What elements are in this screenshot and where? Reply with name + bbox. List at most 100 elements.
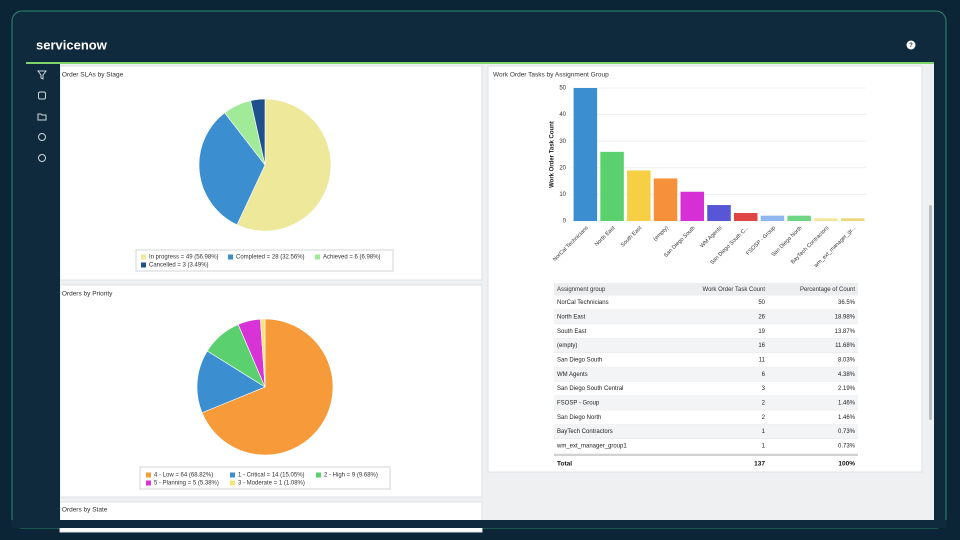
table-cell: 1 — [762, 429, 766, 435]
header-accent — [26, 62, 934, 64]
table-cell: 0.73% — [838, 429, 856, 435]
y-tick-label: 0 — [563, 219, 567, 225]
table-cell: 11 — [759, 357, 766, 363]
table-cell: 2 — [762, 401, 766, 407]
table-cell: 1.46% — [838, 401, 856, 407]
table-cell: San Diego North — [557, 415, 601, 421]
table-cell: 16 — [758, 343, 765, 349]
bar — [627, 170, 651, 221]
table-row-bg — [554, 439, 858, 454]
legend-swatch — [146, 480, 151, 486]
chart-title: Work Order SLAs by Stage — [45, 72, 124, 79]
legend-box — [135, 249, 394, 272]
legend-label: 5 - Planning = 5 (5.38%) — [154, 481, 219, 487]
table-cell: 1 — [762, 444, 766, 450]
panel-title: Work Orders by State — [45, 507, 108, 514]
bar — [760, 215, 785, 221]
legend-swatch — [315, 254, 320, 260]
folder-icon[interactable] — [37, 113, 47, 121]
table-total: 137 — [754, 461, 765, 468]
table-cell: 19 — [758, 329, 765, 335]
table-cell: 6 — [762, 372, 766, 378]
table-cell: 13.87% — [835, 329, 856, 335]
table-cell: 0.73% — [838, 444, 856, 450]
bar — [600, 151, 624, 221]
filter-icon[interactable] — [37, 70, 47, 80]
table-cell: 11.68% — [835, 343, 856, 349]
legend-swatch — [141, 254, 146, 260]
table-row-bg — [554, 410, 858, 425]
logo[interactable]: servicenow — [36, 37, 108, 52]
table-cell: 8.03% — [838, 357, 856, 363]
help-glyph[interactable]: ? — [909, 43, 913, 49]
table-cell: 1.46% — [838, 415, 856, 421]
y-tick-label: 10 — [559, 192, 566, 198]
table-row-bg — [554, 309, 858, 325]
table-cell: wm_ext_manager_group1 — [556, 444, 627, 450]
legend-swatch — [316, 472, 321, 478]
table-row-bg — [554, 424, 858, 439]
table-cell: 50 — [758, 300, 765, 306]
table-cell: BayTech Contractors — [557, 429, 613, 435]
table-total: Total — [557, 461, 572, 468]
pie-slice — [198, 112, 266, 226]
table-cell: North East — [557, 314, 586, 320]
history-icon[interactable] — [38, 91, 46, 100]
y-tick-label: 50 — [559, 86, 566, 92]
table-row-bg — [554, 324, 858, 339]
table-cell: 36.5% — [838, 300, 856, 306]
table-cell: 2 — [762, 415, 766, 421]
help-icon[interactable] — [906, 40, 916, 50]
table-row-bg — [554, 295, 858, 310]
legend-label: 2 - High = 9 (9.68%) — [324, 473, 378, 479]
table-row-bg — [554, 381, 858, 396]
legend-label: 4 - Low = 64 (68.82%) — [154, 473, 213, 479]
table-cell: 26 — [758, 314, 765, 320]
info-icon[interactable] — [38, 154, 46, 162]
table-header-bg — [554, 283, 858, 296]
legend-label: In progress = 49 (56.98%) — [149, 255, 219, 261]
legend-swatch — [146, 472, 151, 478]
bar — [733, 213, 758, 221]
pie-slice — [260, 318, 266, 388]
sidebar-icons — [37, 70, 47, 162]
frame-bottom — [12, 520, 946, 528]
y-tick-label: 20 — [559, 165, 566, 171]
table-total: 100% — [838, 461, 855, 468]
y-axis-label: Work Order Task Count — [550, 121, 556, 188]
scrollbar[interactable] — [929, 205, 932, 420]
y-tick-label: 30 — [559, 139, 566, 145]
y-tick-label: 40 — [559, 112, 566, 118]
table-cell: San Diego South — [557, 357, 602, 363]
chart-title: Work Order Tasks by Assignment Group — [493, 72, 609, 79]
info-icon[interactable] — [38, 133, 46, 141]
table-row-bg — [554, 352, 858, 368]
pie-slice — [250, 98, 266, 166]
table-cell: NorCal Technicians — [557, 300, 609, 306]
bar — [840, 218, 865, 221]
legend-box — [139, 466, 391, 490]
bar — [787, 215, 811, 221]
table-row-bg — [554, 338, 858, 353]
table-cell: 3 — [762, 386, 766, 392]
bar — [653, 178, 678, 221]
legend-label: 1 - Critical = 14 (15.05%) — [238, 473, 305, 479]
table-cell: FSOSP - Group — [557, 401, 600, 407]
table-row-bg — [554, 395, 858, 411]
table-header: Percentage of Count — [800, 287, 855, 293]
legend-swatch — [230, 472, 235, 478]
table-header: Work Order Task Count — [703, 287, 766, 293]
chart-title: Work Orders by Priority — [45, 291, 113, 298]
table-cell: San Diego South Central — [557, 386, 623, 392]
pie-slice — [196, 350, 266, 414]
table-row-bg — [554, 367, 858, 382]
legend-label: Completed = 28 (32.56%) — [236, 255, 305, 261]
legend-label: 3 - Moderate = 1 (1.08%) — [238, 481, 305, 487]
bar — [707, 205, 731, 221]
bar — [680, 191, 705, 221]
charts: Work Order SLAs by Stage In progress = 49… — [45, 72, 866, 490]
table-cell: WM Agents — [557, 372, 588, 378]
sidebar — [26, 64, 60, 520]
